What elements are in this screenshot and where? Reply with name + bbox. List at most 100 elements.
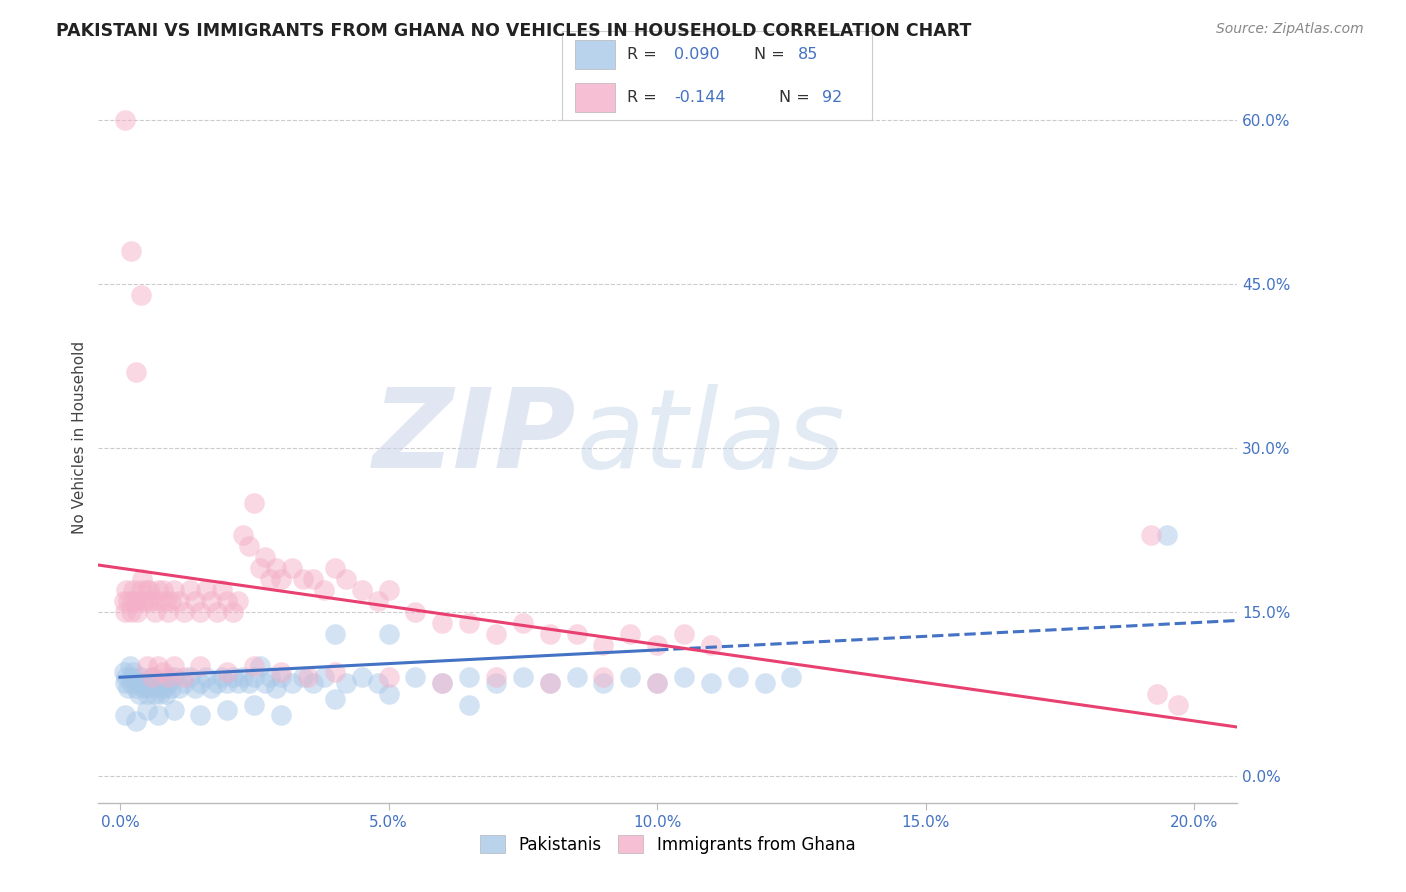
Immigrants from Ghana bbox=[270, 572, 292, 586]
Immigrants from Ghana bbox=[149, 594, 172, 608]
Immigrants from Ghana bbox=[1146, 687, 1168, 701]
Pakistanis bbox=[146, 675, 169, 690]
Immigrants from Ghana bbox=[323, 665, 346, 679]
Pakistanis bbox=[222, 670, 245, 684]
Pakistanis bbox=[162, 670, 184, 684]
Immigrants from Ghana bbox=[135, 582, 157, 597]
Immigrants from Ghana bbox=[232, 528, 254, 542]
Text: N =: N = bbox=[754, 47, 790, 62]
Pakistanis bbox=[135, 703, 157, 717]
Immigrants from Ghana bbox=[312, 582, 335, 597]
Immigrants from Ghana bbox=[253, 550, 276, 565]
Immigrants from Ghana bbox=[243, 495, 266, 509]
Immigrants from Ghana bbox=[157, 670, 180, 684]
Immigrants from Ghana bbox=[700, 638, 723, 652]
Immigrants from Ghana bbox=[179, 582, 201, 597]
Pakistanis bbox=[432, 675, 454, 690]
Pakistanis bbox=[114, 675, 136, 690]
Immigrants from Ghana bbox=[485, 670, 508, 684]
Pakistanis bbox=[131, 675, 153, 690]
Immigrants from Ghana bbox=[162, 582, 184, 597]
Immigrants from Ghana bbox=[155, 594, 177, 608]
Immigrants from Ghana bbox=[1140, 528, 1163, 542]
Immigrants from Ghana bbox=[136, 594, 159, 608]
Text: atlas: atlas bbox=[576, 384, 845, 491]
Pakistanis bbox=[157, 675, 180, 690]
Text: 0.090: 0.090 bbox=[673, 47, 720, 62]
Pakistanis bbox=[780, 670, 803, 684]
Pakistanis bbox=[120, 675, 142, 690]
Pakistanis bbox=[672, 670, 695, 684]
Pakistanis bbox=[238, 675, 260, 690]
Pakistanis bbox=[117, 681, 139, 695]
Immigrants from Ghana bbox=[200, 594, 222, 608]
Pakistanis bbox=[128, 687, 150, 701]
Bar bbox=[575, 83, 614, 112]
Pakistanis bbox=[270, 708, 292, 723]
Immigrants from Ghana bbox=[350, 582, 373, 597]
Immigrants from Ghana bbox=[377, 582, 399, 597]
Immigrants from Ghana bbox=[120, 605, 142, 619]
Immigrants from Ghana bbox=[146, 582, 169, 597]
Immigrants from Ghana bbox=[146, 659, 169, 673]
Immigrants from Ghana bbox=[538, 626, 561, 640]
Immigrants from Ghana bbox=[125, 594, 148, 608]
Immigrants from Ghana bbox=[162, 659, 184, 673]
Immigrants from Ghana bbox=[173, 605, 195, 619]
Immigrants from Ghana bbox=[131, 288, 153, 302]
Pakistanis bbox=[148, 681, 170, 695]
Immigrants from Ghana bbox=[432, 675, 454, 690]
Pakistanis bbox=[194, 670, 217, 684]
Pakistanis bbox=[184, 681, 207, 695]
Pakistanis bbox=[264, 681, 287, 695]
Immigrants from Ghana bbox=[335, 572, 357, 586]
Immigrants from Ghana bbox=[672, 626, 695, 640]
Pakistanis bbox=[458, 670, 481, 684]
Pakistanis bbox=[312, 670, 335, 684]
Pakistanis bbox=[565, 670, 588, 684]
Legend: Pakistanis, Immigrants from Ghana: Pakistanis, Immigrants from Ghana bbox=[474, 829, 862, 860]
Pakistanis bbox=[226, 675, 249, 690]
Pakistanis bbox=[485, 675, 508, 690]
Immigrants from Ghana bbox=[592, 670, 614, 684]
Pakistanis bbox=[592, 675, 614, 690]
Immigrants from Ghana bbox=[160, 594, 183, 608]
Pakistanis bbox=[302, 675, 325, 690]
Pakistanis bbox=[727, 670, 749, 684]
Pakistanis bbox=[125, 681, 148, 695]
Y-axis label: No Vehicles in Household: No Vehicles in Household bbox=[72, 341, 87, 533]
Pakistanis bbox=[291, 670, 314, 684]
Immigrants from Ghana bbox=[190, 659, 212, 673]
Pakistanis bbox=[153, 681, 176, 695]
Pakistanis bbox=[136, 675, 159, 690]
Immigrants from Ghana bbox=[619, 626, 641, 640]
Immigrants from Ghana bbox=[249, 561, 271, 575]
Pakistanis bbox=[754, 675, 776, 690]
Immigrants from Ghana bbox=[120, 244, 142, 259]
Immigrants from Ghana bbox=[226, 594, 249, 608]
Pakistanis bbox=[155, 687, 177, 701]
Pakistanis bbox=[146, 708, 169, 723]
Immigrants from Ghana bbox=[128, 594, 150, 608]
Pakistanis bbox=[253, 675, 276, 690]
Immigrants from Ghana bbox=[323, 561, 346, 575]
Text: R =: R = bbox=[627, 47, 662, 62]
Immigrants from Ghana bbox=[592, 638, 614, 652]
Pakistanis bbox=[162, 703, 184, 717]
Immigrants from Ghana bbox=[217, 665, 239, 679]
Pakistanis bbox=[205, 675, 228, 690]
Immigrants from Ghana bbox=[127, 605, 149, 619]
Pakistanis bbox=[122, 665, 145, 679]
Pakistanis bbox=[458, 698, 481, 712]
Immigrants from Ghana bbox=[1167, 698, 1189, 712]
Text: Source: ZipAtlas.com: Source: ZipAtlas.com bbox=[1216, 22, 1364, 37]
Immigrants from Ghana bbox=[222, 605, 245, 619]
Pakistanis bbox=[377, 626, 399, 640]
Immigrants from Ghana bbox=[205, 605, 228, 619]
Pakistanis bbox=[190, 708, 212, 723]
Immigrants from Ghana bbox=[173, 670, 195, 684]
Pakistanis bbox=[190, 675, 212, 690]
Immigrants from Ghana bbox=[157, 605, 180, 619]
Immigrants from Ghana bbox=[125, 365, 148, 379]
Pakistanis bbox=[323, 626, 346, 640]
